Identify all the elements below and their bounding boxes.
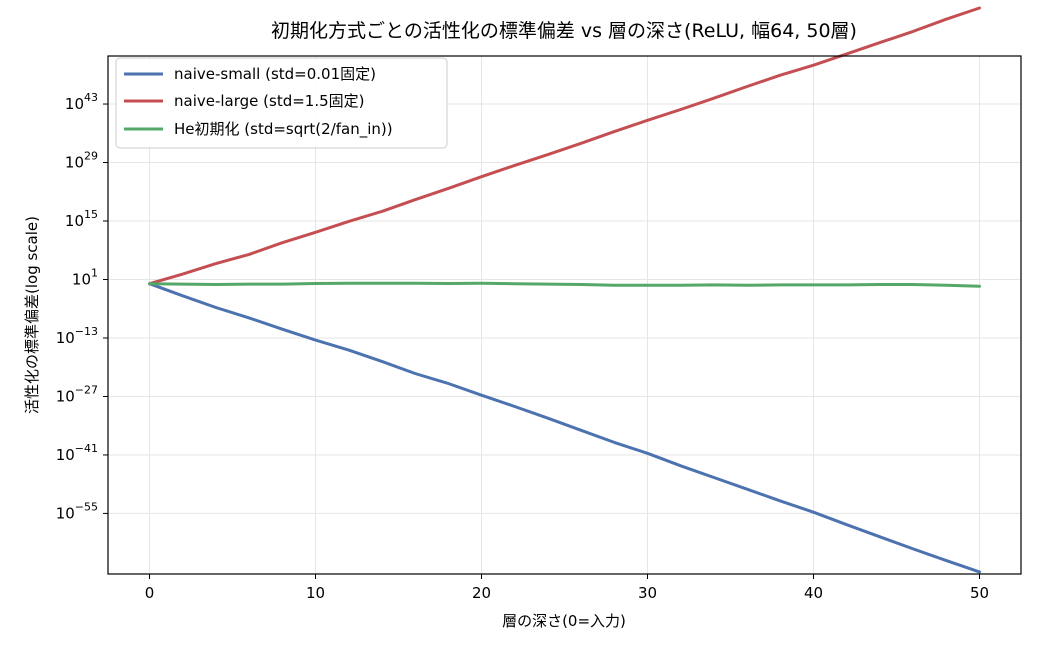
y-tick-label: 1015: [65, 208, 98, 230]
grid: [108, 56, 1021, 574]
legend-label: naive-small (std=0.01固定): [174, 65, 376, 83]
x-tick-label: 50: [970, 584, 989, 602]
x-tick-label: 30: [638, 584, 657, 602]
y-axis-label: 活性化の標準偏差(log scale): [23, 216, 41, 414]
y-tick-label: 101: [72, 266, 98, 288]
y-tick-label: 10−41: [56, 442, 98, 464]
y-tick-label: 1029: [65, 150, 98, 172]
y-tick-label: 10−55: [56, 500, 98, 522]
series-line: [148, 281, 981, 288]
legend-label: He初期化 (std=sqrt(2/fan_in)): [174, 120, 393, 139]
series-line: [148, 282, 981, 574]
x-tick-label: 20: [472, 584, 491, 602]
legend-box: [115, 57, 448, 149]
legend-entry: naive-large (std=1.5固定): [124, 92, 365, 110]
y-axis: 1043 1029 1015 101 10−13 10−27 10−41 10−55: [56, 91, 108, 522]
y-tick-label: 1043: [65, 91, 98, 113]
x-tick-label: 0: [145, 584, 155, 602]
x-axis-label: 層の深さ(0=入力): [502, 612, 626, 630]
y-tick-label: 10−27: [56, 383, 98, 405]
legend-label: naive-large (std=1.5固定): [174, 92, 365, 110]
x-tick-label: 40: [804, 584, 823, 602]
plot-area-frame: [107, 55, 1022, 575]
chart-title: 初期化方式ごとの活性化の標準偏差 vs 層の深さ(ReLU, 幅64, 50層): [271, 20, 857, 42]
x-tick-label: 10: [306, 584, 325, 602]
x-axis: 0 10 20 30 40 50: [145, 574, 989, 602]
legend: naive-small (std=0.01固定) naive-large (st…: [115, 57, 448, 149]
legend-entry: naive-small (std=0.01固定): [124, 65, 376, 83]
legend-entry: He初期化 (std=sqrt(2/fan_in)): [124, 120, 393, 139]
y-tick-label: 10−13: [56, 325, 98, 347]
